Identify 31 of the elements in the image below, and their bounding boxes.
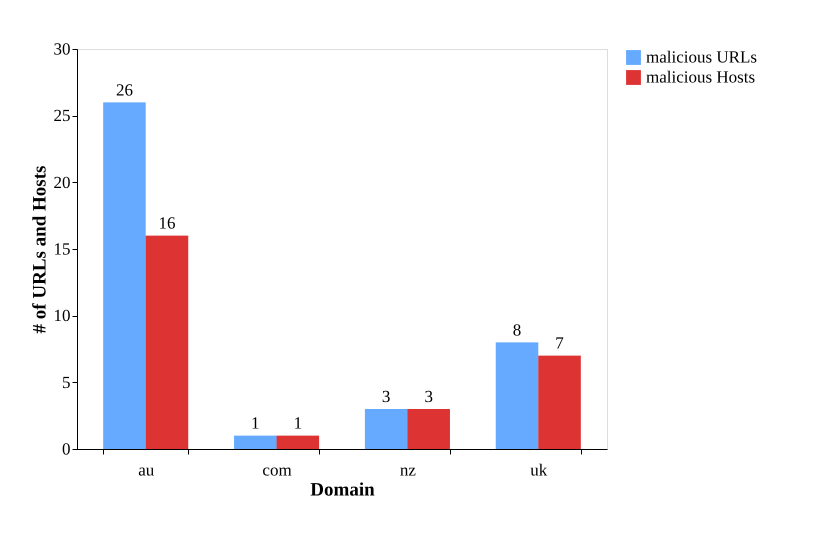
data-label: 8 [512, 320, 522, 340]
bar [407, 409, 450, 449]
bar [234, 436, 277, 449]
y-tick-label: 25 [54, 106, 70, 126]
y-tick-label: 0 [62, 440, 70, 458]
y-tick-label: 15 [54, 240, 70, 258]
data-label: 3 [424, 387, 433, 406]
x-tick-label: au [138, 460, 155, 480]
data-label: 26 [116, 80, 133, 100]
bar [146, 236, 188, 449]
data-label: 1 [251, 414, 260, 433]
x-tick-label: uk [530, 460, 548, 480]
y-axis-title: # of URLs and Hosts [30, 166, 50, 334]
x-tick-label: nz [400, 460, 416, 480]
bar [364, 409, 408, 449]
data-label: 1 [294, 414, 302, 433]
bar [103, 102, 146, 449]
x-axis-title: Domain [310, 480, 376, 500]
legend-label: malicious URLs [646, 48, 757, 66]
y-tick-label: 5 [62, 372, 70, 392]
data-label: 7 [555, 334, 564, 353]
y-tick-label: 30 [54, 40, 70, 58]
bar [538, 356, 581, 449]
y-tick-label: 10 [54, 306, 70, 326]
y-tick-label: 20 [54, 172, 70, 192]
data-label: 3 [382, 387, 390, 406]
legend-label: malicious Hosts [646, 68, 756, 86]
bar [276, 436, 320, 449]
data-label: 16 [158, 214, 176, 233]
bar [496, 342, 538, 449]
x-tick-label: com [262, 460, 292, 480]
